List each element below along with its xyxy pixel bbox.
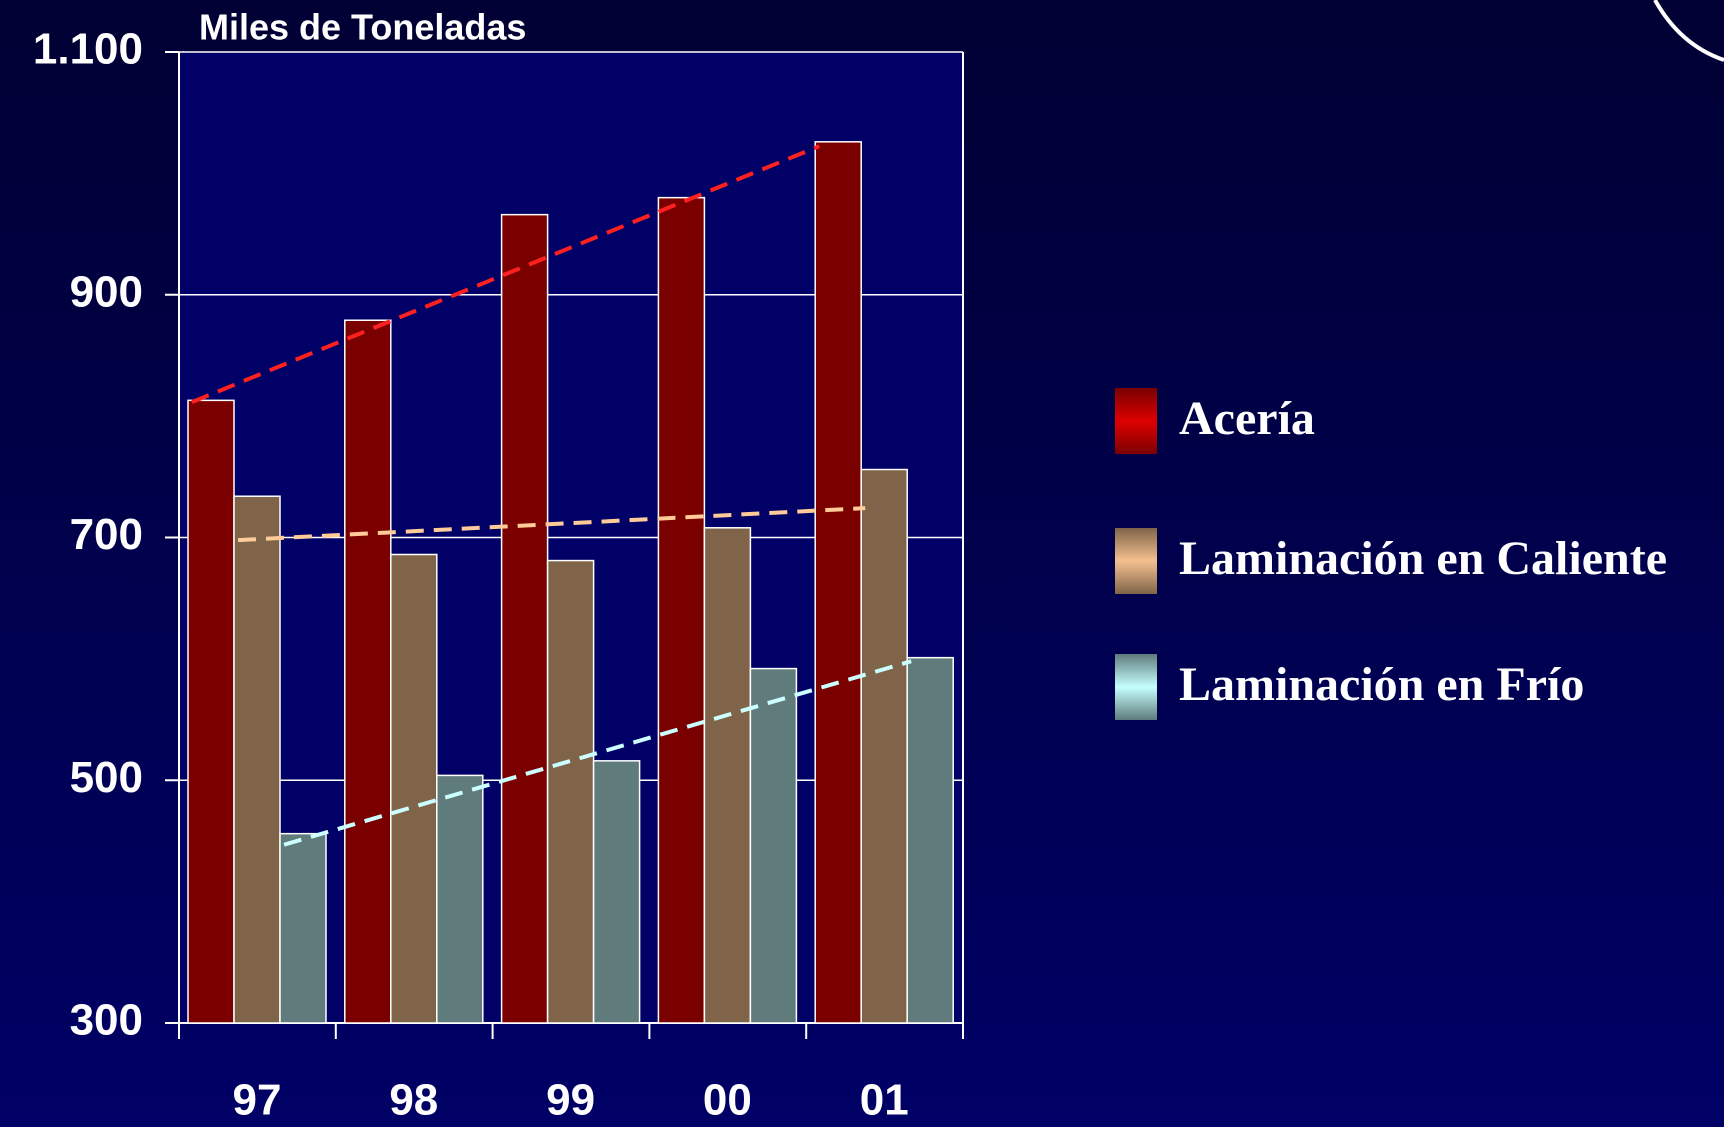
bar: [749, 667, 798, 1024]
bar: [233, 495, 281, 1024]
legend-label: Laminación en Frío: [1179, 658, 1584, 711]
x-tick-label: 99: [546, 1076, 595, 1125]
bar: [279, 832, 327, 1024]
bar: [187, 399, 235, 1024]
trend-line: [237, 506, 866, 543]
legend-label: Laminación en Caliente: [1179, 532, 1667, 585]
bar: [657, 196, 706, 1024]
bar: [546, 559, 595, 1024]
y-tick-label: 700: [70, 510, 143, 559]
legend-label: Acería: [1179, 392, 1315, 445]
legend-swatch: [1115, 654, 1157, 720]
bar: [860, 468, 908, 1024]
decoration: [1653, 0, 1724, 62]
bar: [703, 527, 752, 1024]
legend-swatch: [1115, 388, 1157, 454]
trend-line: [283, 659, 912, 847]
legend-swatch: [1115, 528, 1157, 594]
y-tick-label: 300: [70, 996, 143, 1045]
bar: [500, 213, 549, 1024]
chart-title: Miles de Toneladas: [199, 7, 526, 48]
x-tick-label: 00: [703, 1076, 752, 1125]
bar: [344, 319, 392, 1024]
bar: [906, 656, 954, 1024]
x-tick-label: 97: [233, 1076, 282, 1125]
trend-line: [191, 144, 820, 404]
bar: [592, 760, 641, 1024]
x-tick-label: 98: [389, 1076, 438, 1125]
bar: [814, 141, 862, 1024]
x-tick-label: 01: [860, 1076, 909, 1125]
bar: [436, 774, 484, 1024]
bar: [390, 553, 438, 1024]
y-tick-label: 500: [70, 753, 143, 802]
y-tick-label: 900: [70, 267, 143, 316]
y-tick-label: 1.100: [33, 25, 143, 74]
